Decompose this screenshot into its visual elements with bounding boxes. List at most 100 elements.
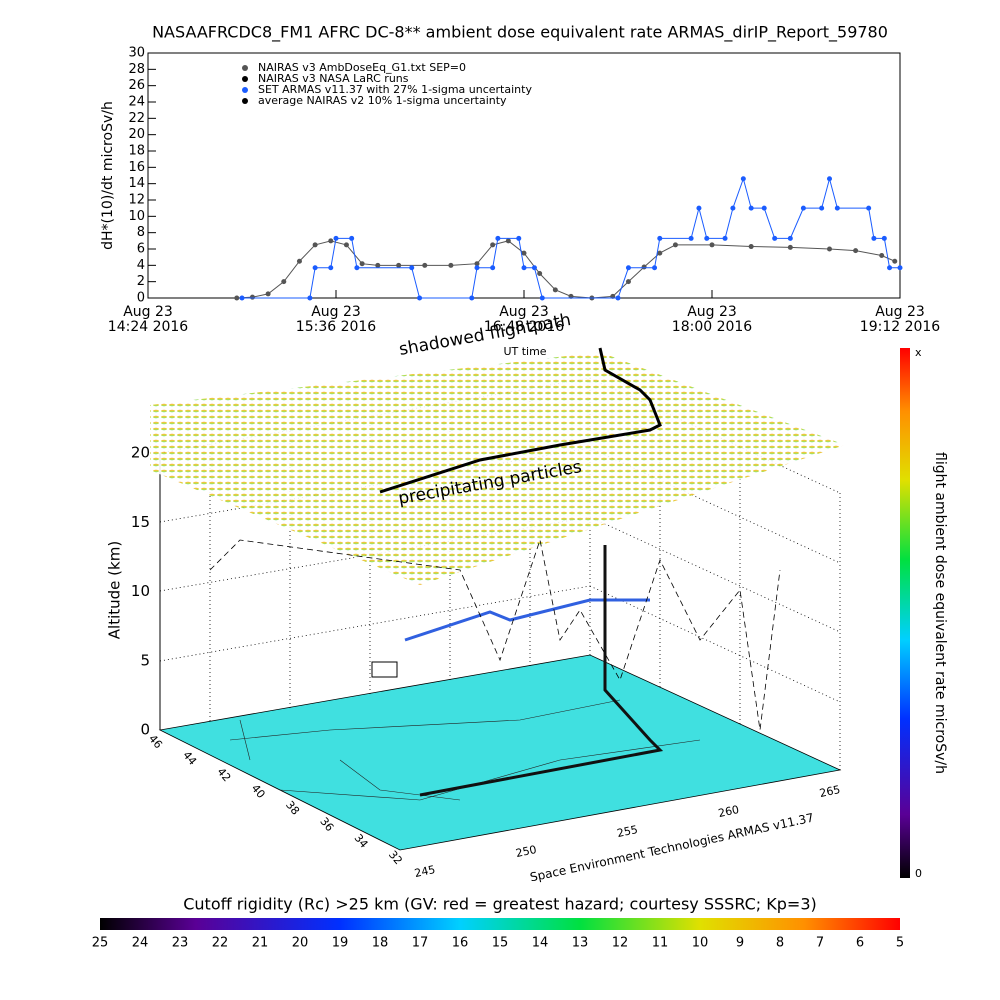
- chart-title: NASAAFRCDC8_FM1 AFRC DC-8** ambient dose…: [152, 23, 888, 43]
- colorbar-tick-label: 21: [252, 936, 269, 951]
- data-point: [312, 265, 318, 271]
- data-point: [474, 265, 480, 271]
- x-tick-label: 19:12 2016: [860, 319, 941, 335]
- data-point: [827, 246, 832, 252]
- y-tick-label: 10: [128, 209, 145, 224]
- data-point: [696, 205, 702, 211]
- colorbar-tick-label: 20: [292, 936, 309, 951]
- data-point: [879, 253, 885, 259]
- colorbar-tick-label: 23: [172, 936, 189, 951]
- data-point: [748, 205, 754, 211]
- x-axis-label: UT time: [503, 345, 546, 358]
- data-point: [672, 242, 678, 248]
- x-tick-label: Aug 23: [123, 304, 173, 320]
- x-tick-label: 14:24 2016: [108, 319, 189, 335]
- y-tick-label: 4: [137, 258, 145, 273]
- colorbar-top-label: x: [915, 346, 922, 359]
- flightpath-vertical: [419, 545, 664, 797]
- data-point: [800, 205, 806, 211]
- data-point: [827, 176, 832, 182]
- data-point: [834, 205, 840, 211]
- colorbar-tick-label: 6: [856, 936, 864, 951]
- ground-surface: [158, 654, 842, 851]
- data-point: [328, 238, 334, 244]
- z-tick-label: 5: [140, 651, 150, 669]
- colorbar-tick-label: 9: [736, 936, 744, 951]
- colorbar-tick-label: 17: [412, 936, 429, 951]
- y-tick-label: 24: [128, 95, 145, 110]
- data-point: [296, 258, 302, 264]
- data-point: [234, 295, 240, 301]
- z-tick-label: 10: [131, 582, 150, 600]
- y-tick-label: 8: [137, 225, 145, 240]
- x-tick-label: Aug 23: [687, 304, 737, 320]
- lat-tick-label: 40: [249, 782, 268, 801]
- data-point: [396, 262, 402, 268]
- flightpath: [404, 598, 650, 642]
- data-point: [539, 295, 545, 301]
- data-point: [657, 235, 663, 241]
- lat-tick-label: 38: [283, 798, 302, 817]
- colorbar-label: flight ambient dose equivalent rate micr…: [932, 452, 948, 774]
- lon-tick-label: 245: [413, 863, 436, 880]
- top-chart: NASAAFRCDC8_FM1 AFRC DC-8** ambient dose…: [100, 23, 940, 359]
- y-tick-label: 22: [128, 111, 145, 126]
- legend-marker: [242, 87, 248, 93]
- data-point: [892, 258, 898, 264]
- data-point: [787, 244, 793, 250]
- y-tick-label: 28: [128, 62, 145, 77]
- data-point: [490, 265, 496, 271]
- data-point: [516, 235, 522, 241]
- legend-label: NAIRAS v3 NASA LaRC runs: [258, 72, 409, 85]
- data-point: [761, 205, 767, 211]
- y-tick-label: 18: [128, 144, 145, 159]
- y-tick-label: 30: [128, 46, 145, 61]
- legend-label: SET ARMAS v11.37 with 27% 1-sigma uncert…: [258, 83, 532, 96]
- colorbar-bottom-label: 0: [915, 867, 922, 880]
- particle-sheet: [150, 352, 845, 585]
- z-tick-label: 0: [140, 721, 150, 739]
- data-point: [537, 271, 543, 276]
- y-tick-label: 14: [128, 176, 145, 191]
- data-point: [343, 242, 349, 248]
- data-point: [787, 235, 793, 241]
- y-tick-label: 6: [137, 242, 145, 257]
- data-point: [312, 242, 318, 248]
- data-point: [469, 295, 475, 301]
- data-point: [281, 279, 287, 285]
- legend-label: average NAIRAS v2 10% 1-sigma uncertaint…: [258, 94, 507, 107]
- data-point: [625, 265, 631, 271]
- colorbar-tick-label: 5: [896, 936, 904, 951]
- colorbar-tick-label: 18: [372, 936, 389, 951]
- legend-marker: [242, 65, 248, 71]
- lat-tick-label: 32: [386, 848, 405, 867]
- data-point: [897, 265, 903, 271]
- colorbar-tick-label: 22: [212, 936, 229, 951]
- data-point: [495, 235, 501, 241]
- data-point: [688, 235, 694, 241]
- z-tick-label: 15: [131, 513, 150, 531]
- colorbar-tick-label: 10: [692, 936, 709, 951]
- data-point: [349, 235, 355, 241]
- x-tick-label: Aug 23: [311, 304, 361, 320]
- data-point: [853, 248, 859, 254]
- y-tick-label: 26: [128, 78, 145, 93]
- data-point: [625, 279, 631, 285]
- x-tick-label: 18:00 2016: [672, 319, 753, 335]
- colorbar-tick-label: 12: [612, 936, 629, 951]
- data-point: [730, 205, 736, 211]
- z-tick-label: 20: [131, 444, 150, 462]
- data-point: [722, 235, 728, 241]
- lat-tick-label: 44: [180, 749, 199, 768]
- data-point: [474, 261, 480, 267]
- y-tick-label: 0: [137, 291, 145, 306]
- data-point: [265, 291, 271, 297]
- lon-tick-label: 255: [616, 823, 639, 840]
- lat-tick-label: 34: [352, 832, 371, 851]
- y-tick-label: 16: [128, 160, 145, 175]
- lon-tick-label: 265: [818, 783, 841, 800]
- data-point: [359, 261, 365, 267]
- y-tick-label: 20: [128, 127, 145, 142]
